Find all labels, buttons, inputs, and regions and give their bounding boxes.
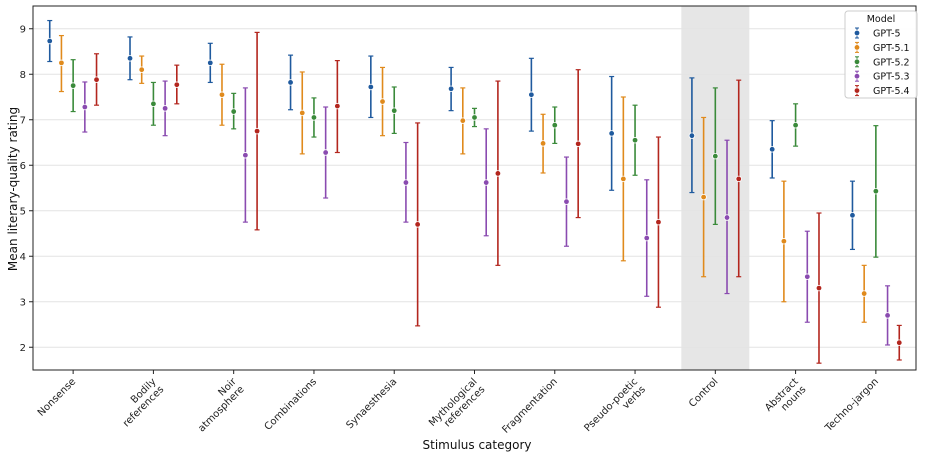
gpt-5-point [768,146,776,153]
legend: Model GPT-5 GPT-5.1 GPT-5.2 GPT-5.3 GPT-5.4 [844,10,918,99]
x-tick-label: Techno-jargon [823,376,881,434]
gpt-5-3-point [161,105,169,112]
gpt-5-3-point [402,179,410,186]
gpt-5-point [447,85,455,93]
gpt-5-4-point [494,170,502,177]
gpt-5-point [608,130,615,137]
gpt-5-point [528,91,535,98]
y-tick-label: 7 [20,115,26,126]
x-tick-label: Mythologicalreferences [427,376,487,436]
y-tick-label: 5 [20,206,26,217]
x-tick-label-line: Combinations [263,376,319,432]
gpt-5-1-point [218,91,226,98]
gpt-5-2-point [712,152,719,160]
gpt-5-4-point [173,81,181,88]
x-tick-label: Bodilyreferences [113,376,166,429]
legend-swatch-point [853,29,861,37]
x-tick-label: Noiratmosphere [189,376,248,435]
marks-layer [46,19,903,364]
y-tick-label: 6 [20,161,26,172]
y-tick-label: 8 [20,70,26,81]
gpt-5-point [688,132,696,139]
gpt-5-3-point [563,198,570,205]
gpt-5-4-point [93,76,100,83]
gpt-5-3-point [804,273,811,280]
gpt-5-point [287,79,294,86]
x-tick-label-line: Control [687,376,720,409]
legend-swatch-point [853,44,861,51]
x-tick-label: Combinations [263,376,319,432]
gpt-5-3-point [483,179,490,186]
gpt-5-point [126,55,134,62]
legend-entry-label: GPT-5.3 [873,72,910,83]
gpt-5-3-point [322,149,329,156]
gpt-5-2-point [471,114,478,121]
gpt-5-1-point [58,59,65,67]
gpt-5-1-point [379,98,386,105]
gpt-5-2-point [310,114,318,121]
x-tick-label-line: Fragmentation [500,376,559,435]
gpt-5-point [207,59,214,67]
gpt-5-2-point [230,108,237,115]
x-tick-label: Pseudo-poeticverbs [582,376,648,442]
gpt-5-4-point [414,221,421,228]
gpt-5-2-point [150,100,157,108]
gpt-5-1-point [620,175,627,183]
x-axis-label: Stimulus category [423,438,532,452]
y-tick-label: 3 [20,297,26,308]
legend-entry-label: GPT-5.2 [873,57,910,68]
gpt-5-1-point [780,238,788,245]
gpt-5-4-point [655,218,662,226]
x-tick-label: Control [687,376,720,409]
y-tick-label: 2 [20,343,26,354]
gpt-5-3-point [242,152,249,159]
x-tick-label: Nonsense [36,376,78,418]
legend-swatch-point [853,72,861,80]
gpt-5-2-point [872,187,880,195]
legend-swatch-point [853,58,861,65]
x-tick-label-line: Techno-jargon [823,376,881,434]
gpt-5-3-point [643,234,650,242]
gpt-5-2-point [69,82,77,89]
x-tick-label-line: Nonsense [36,376,78,418]
legend-entry-label: GPT-5.1 [873,43,910,54]
gpt-5-4-point [896,339,903,346]
gpt-5-1-point [700,193,707,201]
gpt-5-3-point [884,312,891,319]
gpt-5-4-point [815,284,823,292]
gpt-5-point [849,212,856,219]
x-tick-label: Fragmentation [500,376,559,435]
legend-title: Model [867,14,896,25]
gpt-5-2-point [551,122,558,129]
gpt-5-point [367,83,375,91]
axes-layer: 2 3 4 5 6 7 8 9 Nonsense Bodilyreferences Noiratmo… [20,5,917,442]
gpt-5-4-point [253,127,261,135]
legend-frame [844,10,918,99]
gpt-5-point [46,37,53,45]
x-tick-label: Abstractnouns [763,376,808,421]
gpt-5-3-point [81,103,89,111]
gpt-5-2-point [391,107,398,114]
gpt-5-1-point [539,140,547,147]
gpt-5-2-point [792,122,799,129]
y-tick-label: 9 [20,24,26,35]
gpt-5-4-point [574,140,582,148]
gpt-5-1-point [860,290,868,297]
gpt-5-2-point [631,137,639,144]
gpt-5-4-point [735,175,742,183]
y-tick-label: 4 [20,252,26,263]
y-axis-label: Mean literary-quality rating [6,107,20,271]
x-tick-label-line: Synaesthesia [344,376,399,431]
x-tick-label: Synaesthesia [344,376,399,431]
gpt-5-3-point [723,214,731,221]
legend-swatch-point [853,87,861,94]
gpt-5-1-point [459,117,466,124]
gpt-5-4-point [334,102,341,110]
gpt-5-1-point [138,66,145,73]
gpt-5-1-point [299,109,306,117]
legend-entry-label: GPT-5 [873,29,901,40]
legend-entry-label: GPT-5.4 [873,86,910,97]
